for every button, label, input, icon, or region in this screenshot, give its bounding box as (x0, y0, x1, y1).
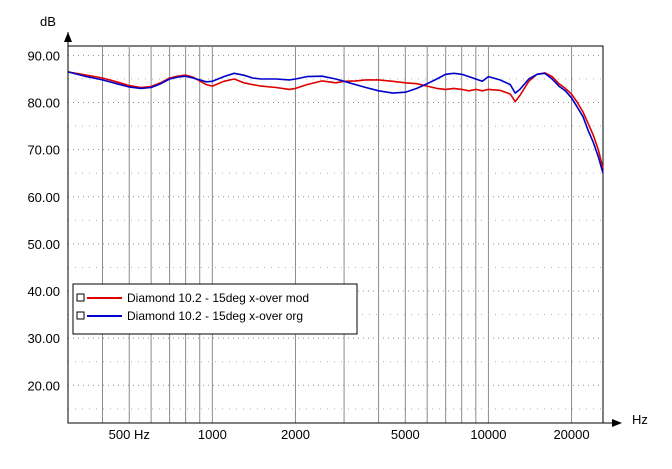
series-layer (67, 71, 604, 174)
y-tick-labels: 90.00 80.00 70.00 60.00 50.00 40.00 30.00 20.00 (27, 48, 60, 393)
legend-checkbox-icon[interactable] (76, 311, 85, 320)
x-tick-label: 10000 (470, 427, 506, 442)
legend-label-org: Diamond 10.2 - 15deg x-over org (127, 309, 303, 323)
x-tick-label: 500 Hz (109, 427, 150, 442)
y-tick-label: 80.00 (27, 96, 60, 111)
y-tick-label: 30.00 (27, 331, 60, 346)
y-tick-label: 40.00 (27, 284, 60, 299)
legend-label-mod: Diamond 10.2 - 15deg x-over mod (127, 291, 309, 305)
y-axis-arrow-icon (64, 32, 72, 42)
x-axis-arrow-icon (612, 419, 622, 427)
legend-item-mod[interactable]: Diamond 10.2 - 15deg x-over mod (76, 291, 309, 305)
y-tick-label: 50.00 (27, 237, 60, 252)
x-tick-label: 5000 (391, 427, 420, 442)
x-tick-label: 2000 (281, 427, 310, 442)
series-line-0 (67, 71, 604, 169)
series-line-1 (67, 71, 604, 174)
x-axis-unit: Hz (632, 412, 648, 427)
plot-area (67, 45, 604, 424)
y-tick-label: 60.00 (27, 190, 60, 205)
legend-item-org[interactable]: Diamond 10.2 - 15deg x-over org (76, 309, 303, 323)
y-tick-label: 70.00 (27, 143, 60, 158)
y-axis-unit: dB (40, 14, 56, 29)
y-tick-label: 20.00 (27, 378, 60, 393)
y-tick-label: 90.00 (27, 48, 60, 63)
x-tick-label: 1000 (198, 427, 227, 442)
legend-box (72, 283, 358, 335)
legend-checkbox-icon[interactable] (76, 293, 85, 302)
x-tick-labels: 500 Hz 1000 2000 5000 10000 20000 (109, 427, 590, 442)
legend: Diamond 10.2 - 15deg x-over mod Diamond … (72, 283, 358, 335)
grid (68, 46, 603, 423)
x-tick-label: 20000 (553, 427, 589, 442)
